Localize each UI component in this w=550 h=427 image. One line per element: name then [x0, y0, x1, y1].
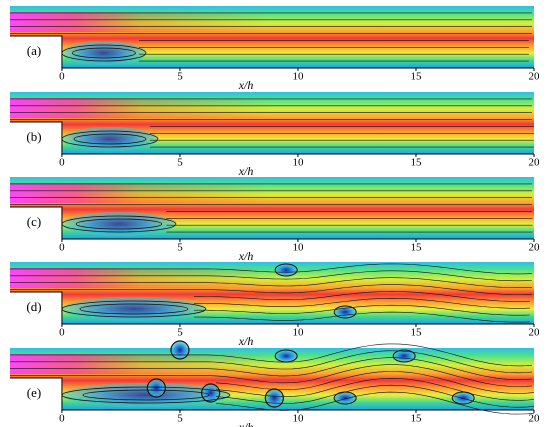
recirculation [61, 127, 158, 151]
jet [10, 12, 270, 32]
x-tick-label: 0 [59, 242, 65, 254]
recirculation [61, 212, 176, 236]
x-tick-label: 0 [59, 71, 65, 83]
vortex [274, 263, 298, 277]
streamline [215, 371, 534, 394]
jet [10, 354, 270, 374]
panel: (e) 0 5 10 15 20 x/h [10, 340, 541, 427]
step [10, 378, 62, 410]
vortex [170, 340, 190, 360]
streamline [10, 357, 533, 380]
panel-label: (b) [26, 129, 41, 144]
x-tick-label: 5 [177, 327, 183, 339]
streamline [79, 303, 189, 315]
panel: (b) 0 5 10 15 20 x/h [10, 92, 540, 178]
streamline [193, 304, 530, 316]
panel-label: (d) [26, 299, 41, 314]
recirculation [61, 41, 146, 65]
x-tick-label: 0 [59, 157, 65, 169]
vortex [264, 388, 284, 408]
x-tick-label: 10 [292, 71, 304, 83]
x-tick-label: 5 [177, 242, 183, 254]
panel: (d) 0 5 10 15 20 x/h [10, 262, 540, 348]
recirculation [61, 297, 206, 321]
x-axis-label: x/h [238, 164, 254, 178]
x-tick-label: 10 [292, 327, 304, 339]
step [10, 292, 62, 324]
x-tick-label: 10 [292, 242, 304, 254]
x-tick-label: 5 [177, 157, 183, 169]
x-tick-label: 15 [410, 157, 422, 169]
streamline [73, 133, 147, 145]
x-tick-label: 20 [529, 242, 541, 254]
streamline [193, 291, 530, 302]
step [10, 36, 62, 68]
vortex [146, 378, 166, 398]
step [10, 122, 62, 154]
x-tick-label: 0 [59, 327, 65, 339]
streamline [10, 277, 533, 289]
vortex [451, 391, 475, 405]
streamline [215, 384, 534, 408]
x-axis-label: x/h [238, 249, 254, 263]
x-tick-label: 20 [529, 157, 541, 169]
x-tick-label: 10 [292, 157, 304, 169]
panel: (c) 0 5 10 15 20 x/h [10, 177, 540, 263]
streamline [10, 350, 533, 374]
panel-label: (c) [27, 214, 41, 229]
jet [10, 183, 270, 203]
streamline [10, 284, 533, 295]
x-tick-label: 5 [177, 71, 183, 83]
streamline [193, 297, 530, 309]
x-tick-label: 10 [292, 413, 304, 425]
jet [10, 268, 270, 288]
streamline [10, 343, 533, 367]
x-tick-label: 15 [410, 71, 422, 83]
vortex [201, 383, 221, 403]
streamline [82, 389, 210, 401]
recirculation [61, 383, 230, 407]
streamline [10, 263, 533, 275]
streamline [193, 311, 530, 323]
x-axis-label: x/h [238, 420, 254, 427]
x-tick-label: 20 [529, 413, 541, 425]
streamline [10, 364, 533, 387]
streamline [10, 270, 533, 282]
x-tick-label: 15 [410, 413, 422, 425]
x-tick-label: 5 [177, 413, 183, 425]
x-tick-label: 15 [410, 327, 422, 339]
x-tick-label: 15 [410, 242, 422, 254]
panel: (a) 0 5 10 15 20 x/h [10, 6, 540, 92]
streamline [72, 47, 136, 59]
panel-label: (e) [27, 385, 41, 400]
jet [10, 98, 270, 118]
vortex [274, 349, 298, 363]
panel-label: (a) [27, 43, 41, 58]
x-tick-label: 20 [529, 71, 541, 83]
x-axis-label: x/h [238, 334, 254, 348]
step [10, 207, 62, 239]
x-tick-label: 0 [59, 413, 65, 425]
streamline [75, 218, 163, 230]
x-axis-label: x/h [238, 78, 254, 92]
x-tick-label: 20 [529, 327, 541, 339]
streamline [215, 377, 534, 401]
